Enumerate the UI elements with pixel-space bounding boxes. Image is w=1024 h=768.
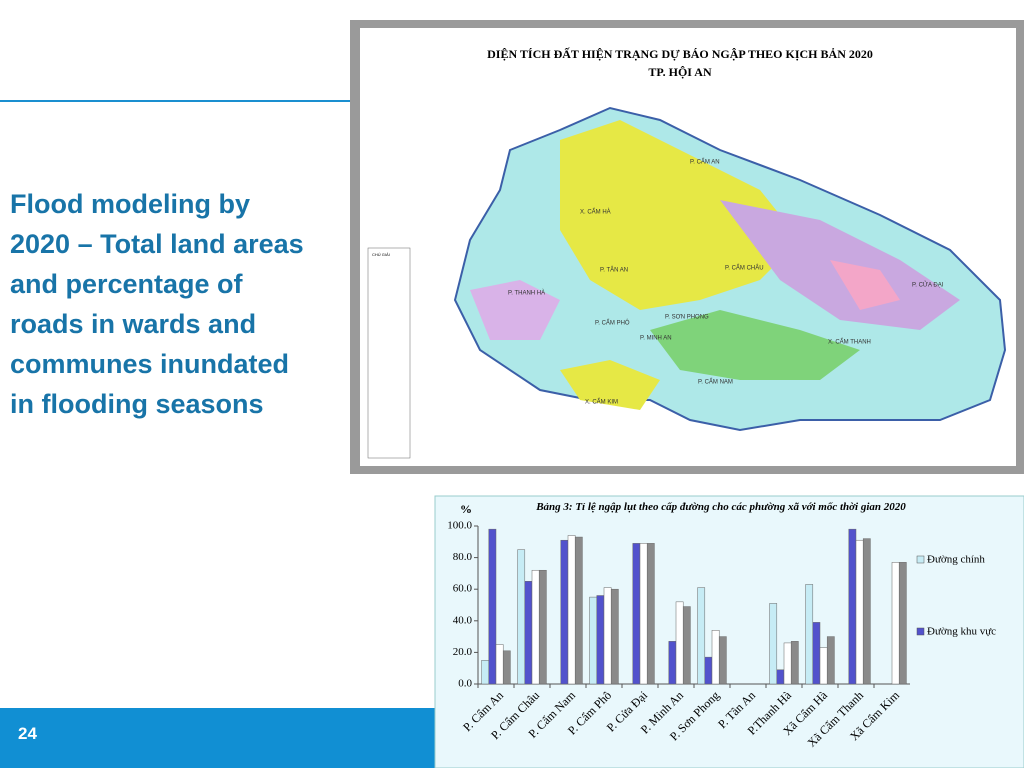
bar (711, 630, 720, 685)
bar (776, 669, 785, 685)
map-zone (470, 280, 560, 340)
bar (812, 622, 821, 685)
legend-label: Đường khu vực (927, 626, 996, 638)
bar (891, 562, 900, 685)
bar (848, 528, 857, 685)
bar (589, 596, 598, 685)
map-label: X. CẨM HÀ (580, 209, 611, 216)
chart-title-box: Bảng 3: Tỉ lệ ngập lụt theo cấp đường ch… (536, 501, 906, 513)
map-label: P. CẨM AN (690, 159, 720, 166)
bar (769, 603, 778, 685)
bar (517, 549, 526, 685)
legend-label: Đường chính (927, 554, 985, 566)
bar (675, 601, 684, 685)
legend-swatch (916, 627, 925, 636)
map-label: P. CẨM PHÔ (595, 320, 630, 327)
bar (495, 644, 504, 685)
bar (783, 642, 792, 685)
map-zone (560, 360, 660, 410)
map-label: P. TÂN AN (600, 267, 628, 274)
map-label: P. MINH AN (640, 336, 672, 342)
chart-title: Bảng 3: Tỉ lệ ngập lụt theo cấp đường ch… (536, 501, 906, 513)
bar (596, 595, 605, 685)
y-axis-label: % (460, 502, 472, 516)
map-legend-title: CHÚ GIẢI (372, 252, 390, 257)
y-tick-label: 0.0 (458, 678, 472, 690)
map-label: P. SƠN PHONG (665, 315, 709, 321)
bar (855, 539, 864, 685)
bar (481, 660, 490, 685)
bar (704, 656, 713, 685)
bar (639, 543, 648, 685)
map-label: X. CẨM THANH (828, 339, 871, 346)
map-title: DIỆN TÍCH ĐẤT HIỆN TRẠNG DỰ BÁO NGẬP THE… (487, 46, 873, 61)
bar (668, 641, 677, 685)
bar (603, 587, 612, 685)
y-tick-label: 80.0 (453, 551, 473, 563)
bar (560, 539, 569, 685)
y-tick-label: 60.0 (453, 583, 473, 595)
bar (574, 536, 583, 685)
map-label: P. CẨM CHÂU (725, 265, 764, 272)
bar (524, 581, 533, 685)
bar (697, 587, 706, 685)
bar (862, 538, 871, 685)
bar (610, 588, 619, 685)
map-label: P. THANH HÀ (508, 290, 545, 297)
divider-line (0, 100, 362, 102)
slide-heading: Flood modeling by 2020 – Total land area… (10, 189, 304, 419)
bar (805, 584, 814, 685)
y-tick-label: 40.0 (453, 614, 473, 626)
map-zone (650, 310, 860, 380)
bar (567, 535, 576, 685)
bar (502, 650, 511, 685)
map-label: X. CẨM KIM (585, 399, 618, 406)
bar (488, 528, 497, 685)
legend-swatch (916, 555, 925, 564)
map-zone (830, 260, 900, 310)
map-zone (560, 120, 800, 310)
bar (632, 543, 641, 685)
map-label: P. CỬA ĐẠI (912, 282, 944, 289)
bar (718, 636, 727, 685)
map-label: P. CẨM NAM (698, 379, 733, 386)
footer-bar (0, 708, 436, 768)
y-tick-label: 100.0 (447, 520, 472, 532)
bar (790, 641, 799, 685)
bar (538, 569, 547, 685)
map-subtitle: TP. HỘI AN (648, 65, 712, 79)
bar (646, 543, 655, 685)
map-legend (367, 247, 411, 459)
y-tick-label: 20.0 (453, 646, 473, 658)
bar (531, 569, 540, 685)
bar (826, 636, 835, 685)
bar (819, 647, 828, 685)
bar (682, 606, 691, 685)
page-number: 24 (18, 724, 37, 743)
bar (898, 562, 907, 685)
